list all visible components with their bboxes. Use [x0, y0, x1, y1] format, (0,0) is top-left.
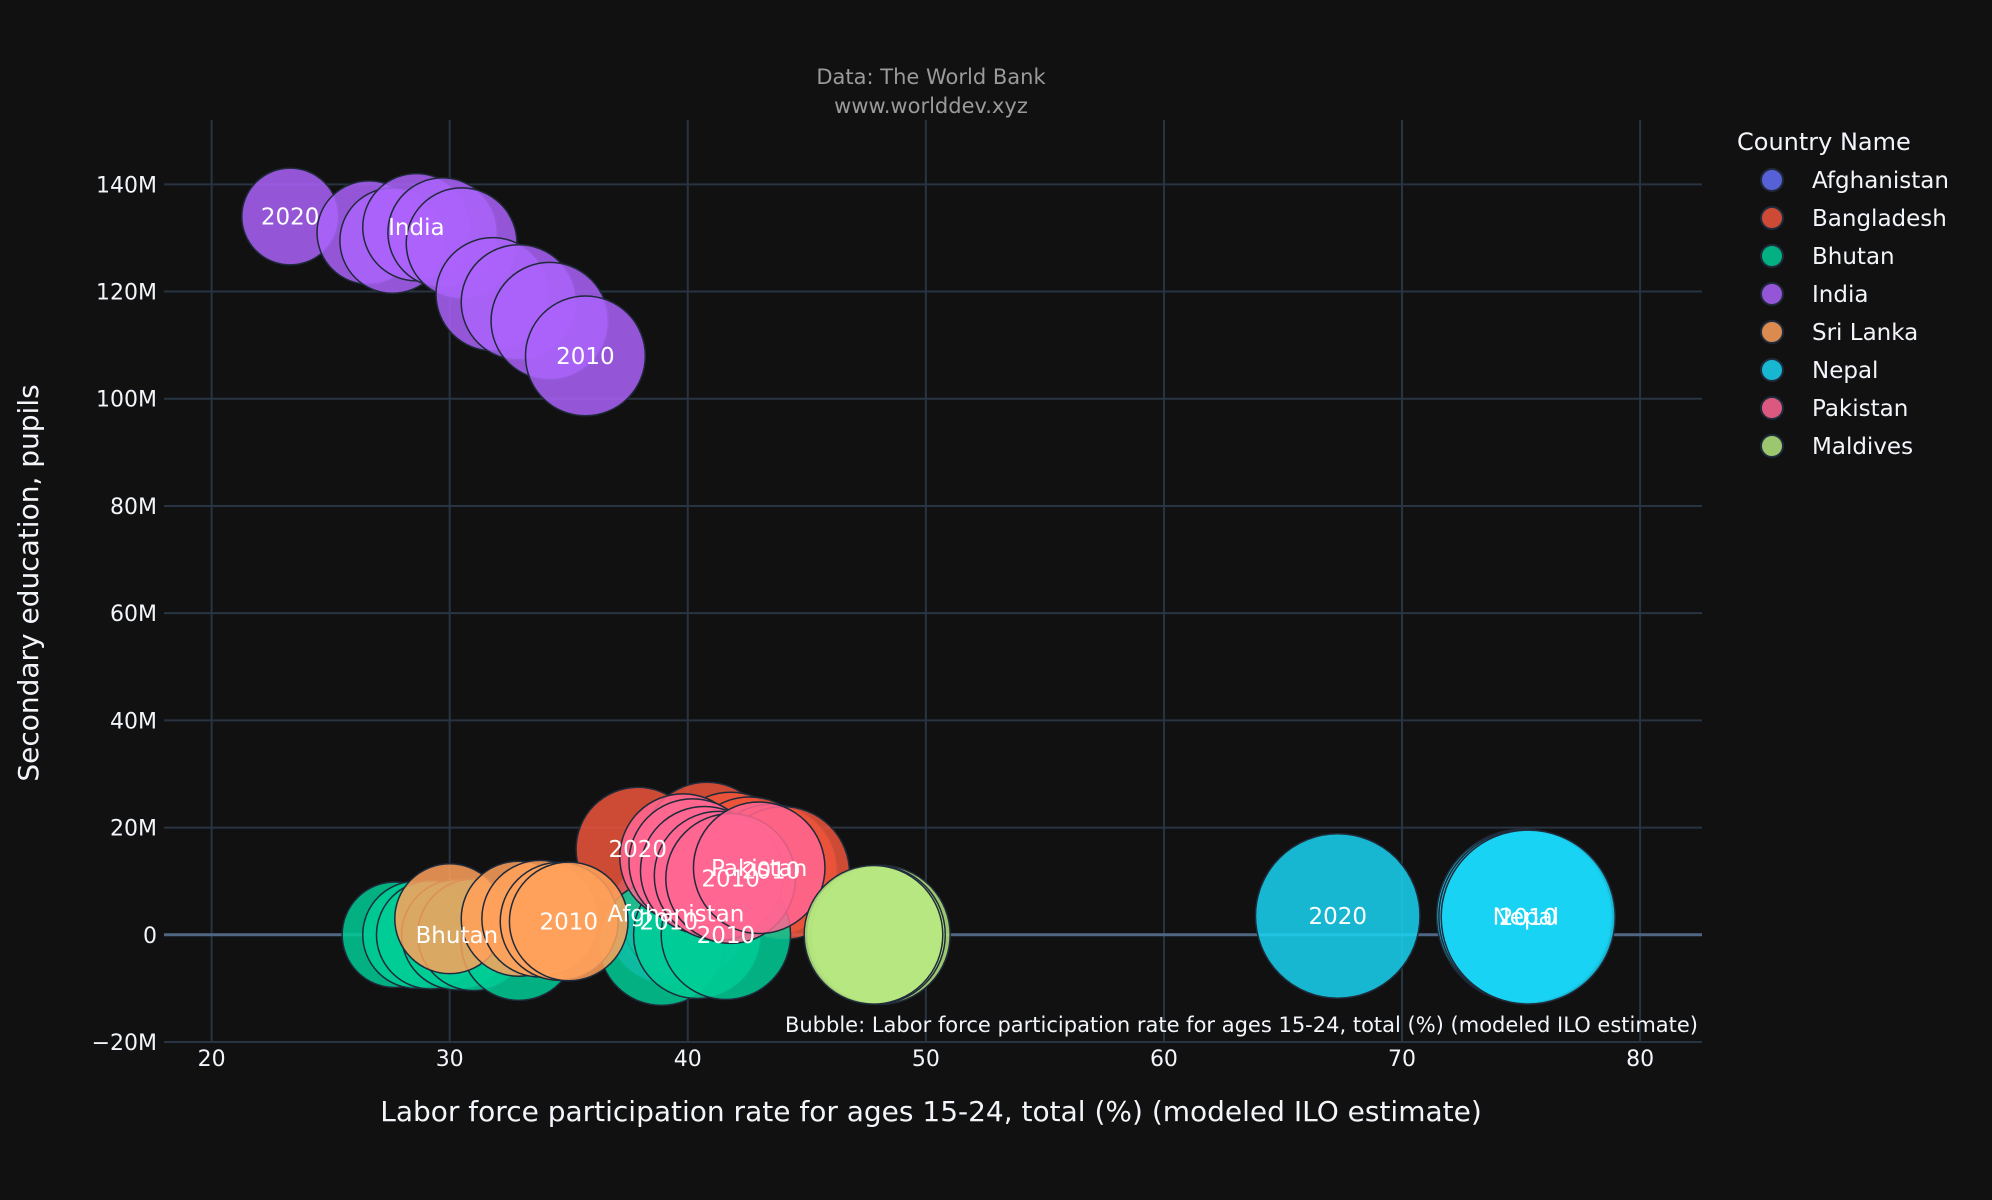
legend-marker	[1760, 434, 1784, 458]
legend-marker	[1760, 396, 1784, 420]
bubble-nepal[interactable]	[1254, 833, 1421, 1000]
x-axis-ticks: 20 30 40 50 60 70 80	[198, 1047, 1654, 1072]
legend-item-pakistan[interactable]: Pakistan	[1760, 396, 1908, 422]
chart-subtitle-line-2: www.worlddev.xyz	[834, 94, 1028, 118]
legend-label: Sri Lanka	[1812, 320, 1918, 346]
y-tick-label: 40M	[110, 709, 157, 734]
point-label-afghanistan: 2010	[639, 909, 698, 935]
series-nepal	[1254, 828, 1616, 1005]
bubble-pakistan[interactable]	[692, 801, 826, 935]
chart-subtitle-line-1: Data: The World Bank	[816, 65, 1046, 89]
legend-label: Bhutan	[1812, 244, 1895, 270]
legend-marker	[1760, 358, 1784, 382]
legend-marker	[1760, 206, 1784, 230]
series-sri-lanka	[394, 859, 629, 982]
y-tick-label: 0	[143, 924, 157, 949]
x-tick-label: 40	[674, 1047, 702, 1072]
x-tick-label: 30	[436, 1047, 464, 1072]
point-label-sri-lanka: 2010	[539, 909, 598, 935]
legend-item-sri-lanka[interactable]: Sri Lanka	[1760, 320, 1918, 346]
bubble-nepal[interactable]	[1440, 829, 1616, 1005]
y-tick-label: 120M	[96, 281, 157, 306]
point-label-bhutan: Bhutan	[416, 923, 499, 949]
series-maldives	[803, 864, 951, 1006]
legend-item-afghanistan[interactable]: Afghanistan	[1760, 168, 1949, 194]
x-tick-label: 50	[912, 1047, 940, 1072]
point-label-india: India	[388, 215, 444, 241]
legend-marker	[1760, 282, 1784, 306]
legend-title: Country Name	[1737, 128, 1911, 156]
point-label-nepal: 2010	[1499, 905, 1558, 931]
y-axis-title: Secondary education, pupils	[12, 384, 45, 781]
legend-label: India	[1812, 282, 1868, 308]
legend-item-maldives[interactable]: Maldives	[1760, 434, 1913, 460]
legend: Afghanistan Bangladesh Bhutan India Sri Lank…	[1760, 168, 1949, 460]
legend-item-bhutan[interactable]: Bhutan	[1760, 244, 1895, 270]
legend-label: Afghanistan	[1812, 168, 1949, 194]
x-tick-label: 60	[1150, 1047, 1178, 1072]
series-pakistan	[619, 793, 826, 945]
point-label-india: 2010	[556, 344, 615, 370]
legend-item-india[interactable]: India	[1760, 282, 1868, 308]
point-label-afghanistan: Afghanistan	[607, 901, 744, 927]
y-tick-label: 80M	[110, 495, 157, 520]
y-tick-label: 100M	[96, 388, 157, 413]
legend-item-bangladesh[interactable]: Bangladesh	[1760, 206, 1947, 232]
x-axis-title: Labor force participation rate for ages …	[380, 1095, 1482, 1128]
bubble-size-note: Bubble: Labor force participation rate f…	[785, 1013, 1698, 1037]
bubble-maldives[interactable]	[803, 864, 944, 1005]
legend-label: Pakistan	[1812, 396, 1908, 422]
point-label-bhutan: 2010	[697, 923, 756, 949]
series-india	[241, 167, 647, 417]
legend-label: Maldives	[1812, 434, 1913, 460]
x-tick-label: 80	[1626, 1047, 1654, 1072]
y-tick-label: 60M	[110, 602, 157, 627]
legend-label: Nepal	[1812, 358, 1878, 384]
legend-marker	[1760, 320, 1784, 344]
legend-marker	[1760, 244, 1784, 268]
x-tick-label: 20	[198, 1047, 226, 1072]
point-label-pakistan: Pakistan	[711, 856, 807, 882]
x-tick-label: 70	[1388, 1047, 1416, 1072]
bubble-sri-lanka[interactable]	[508, 861, 629, 982]
legend-label: Bangladesh	[1812, 206, 1947, 232]
bubbles-layer	[241, 167, 1616, 1007]
point-label-india: 2020	[261, 204, 320, 230]
y-tick-label: 140M	[96, 173, 157, 198]
point-label-bangladesh: 2010	[742, 858, 801, 884]
bubble-india[interactable]	[524, 295, 647, 417]
y-tick-label: −20M	[92, 1031, 157, 1056]
y-tick-label: 20M	[110, 817, 157, 842]
point-label-nepal: 2020	[1308, 904, 1367, 930]
legend-marker	[1760, 168, 1784, 192]
y-axis-ticks: −20M 0 20M 40M 60M 80M 100M 120M 140M	[92, 173, 157, 1056]
point-label-pakistan: 2010	[701, 867, 760, 893]
point-label-nepal: Nepal	[1493, 905, 1559, 931]
point-label-bangladesh: 2020	[609, 837, 668, 863]
legend-item-nepal[interactable]: Nepal	[1760, 358, 1878, 384]
